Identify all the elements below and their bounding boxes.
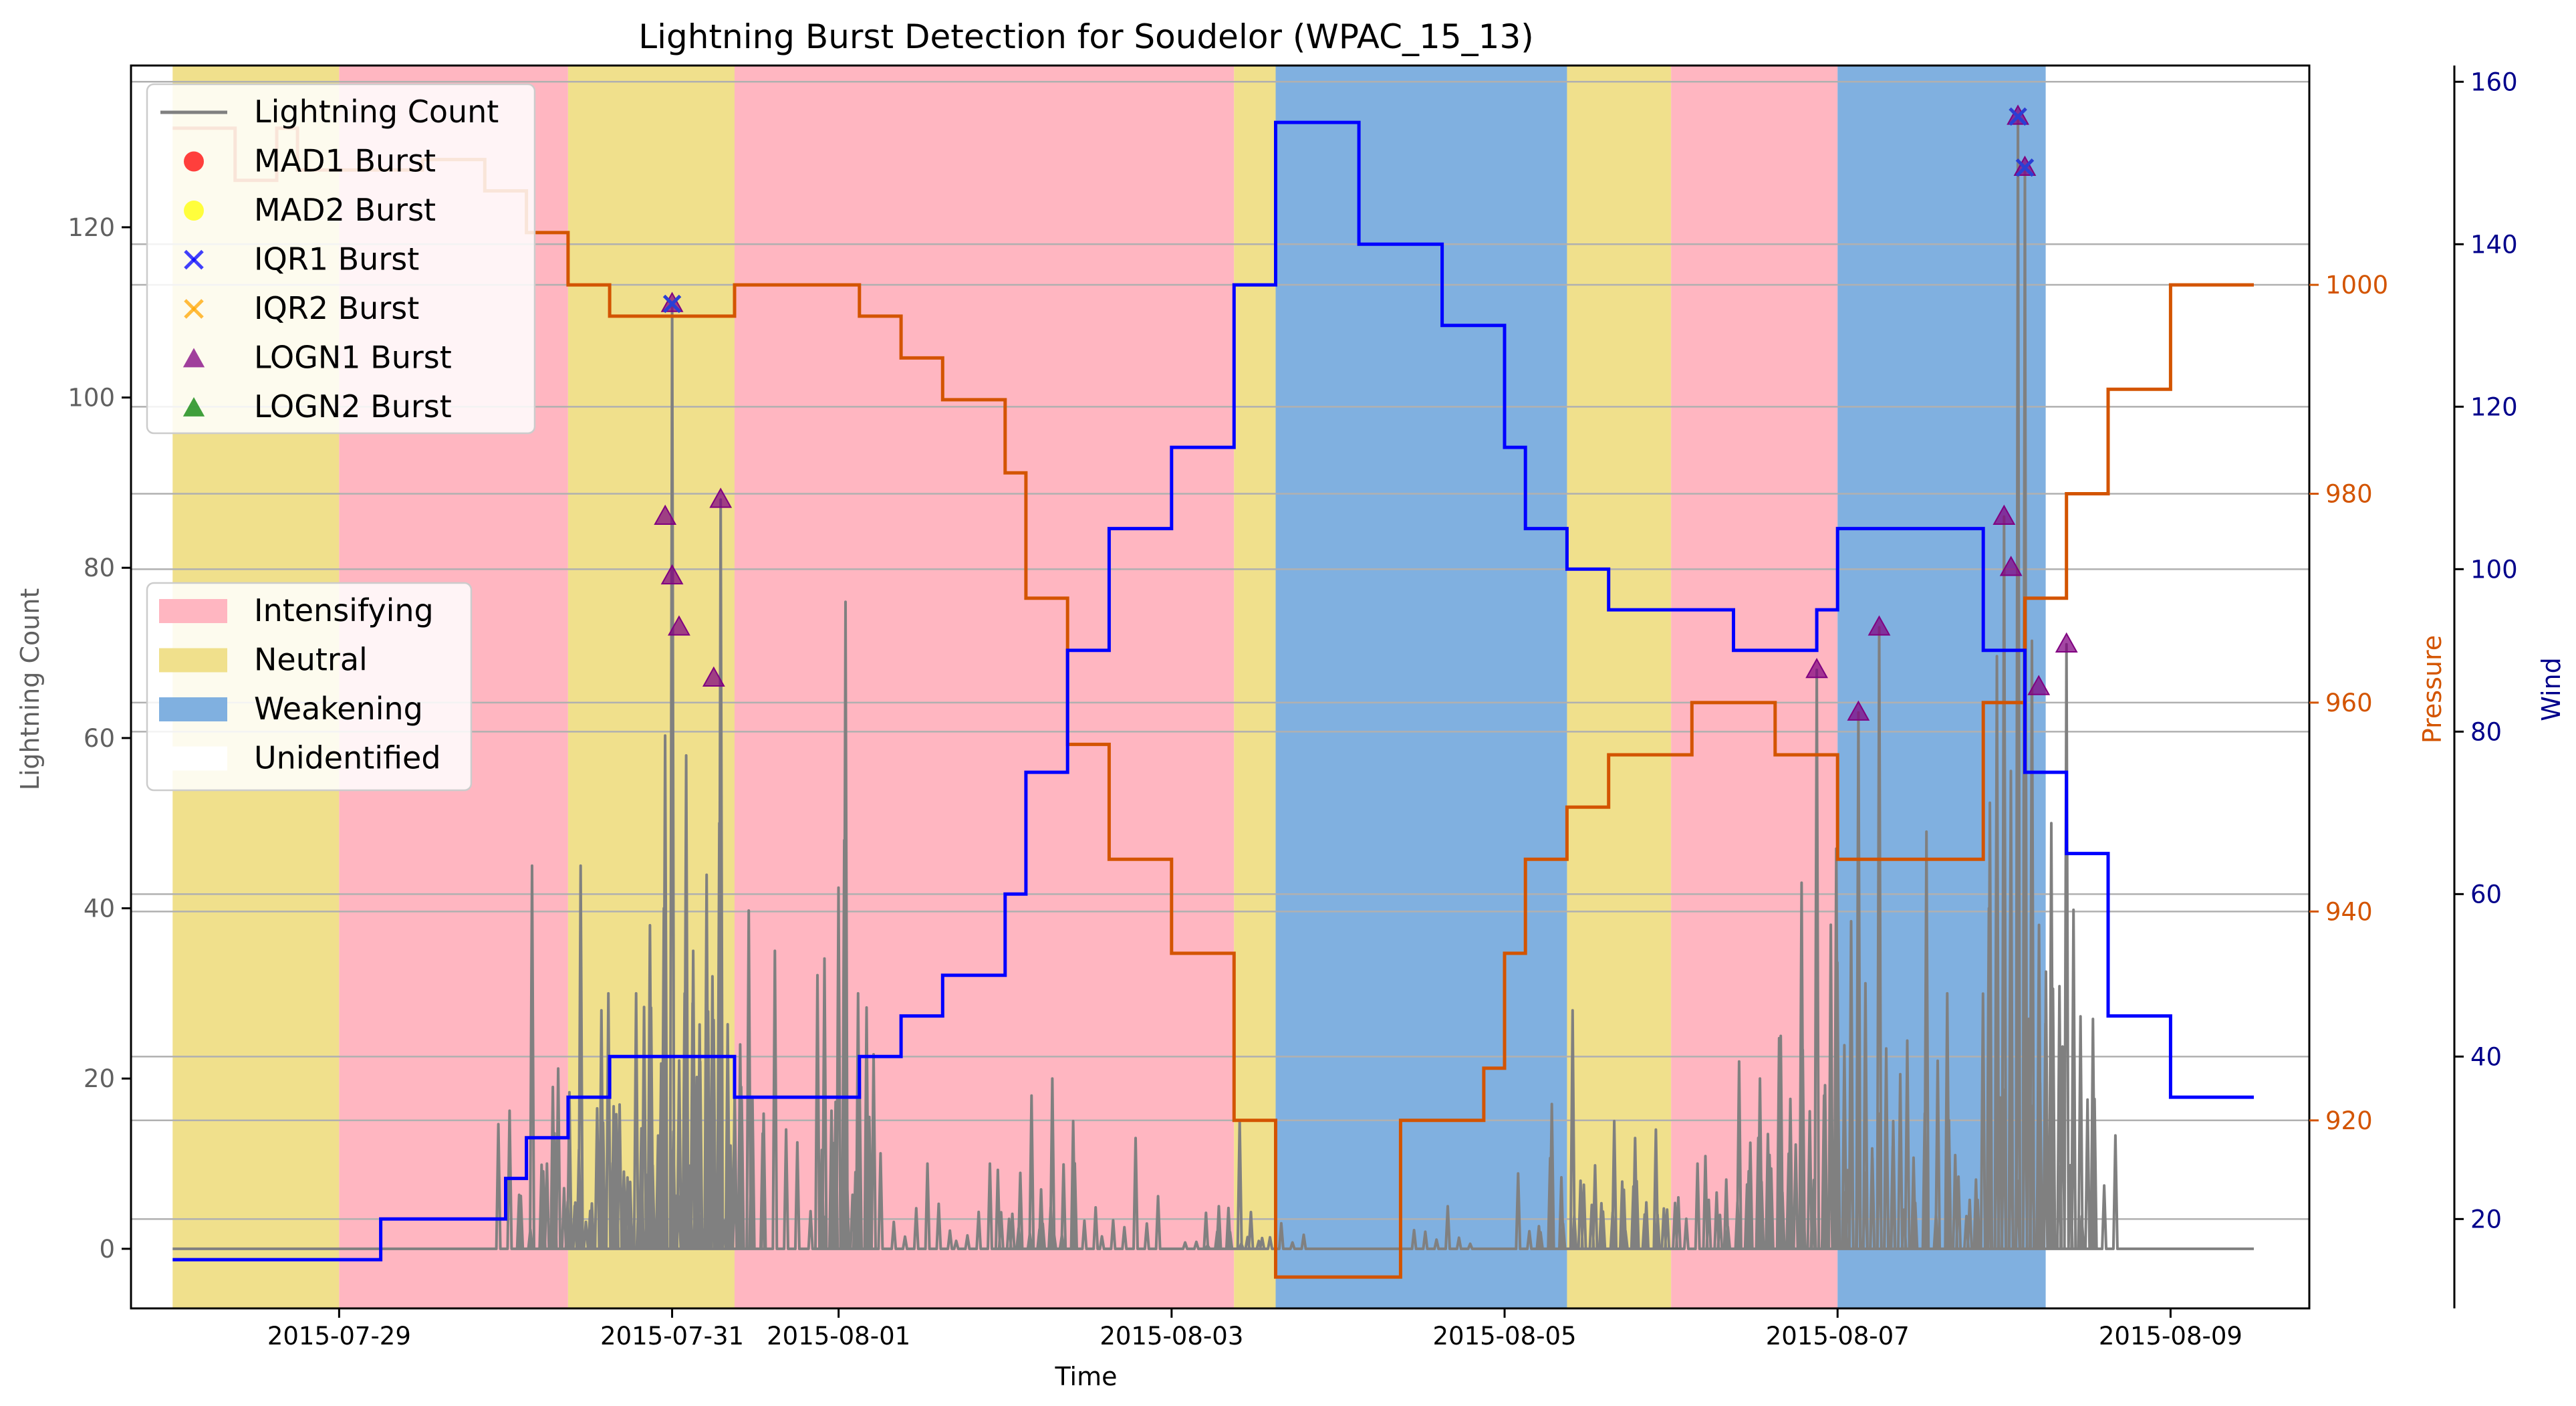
x-tick-label: 2015-08-01: [767, 1322, 910, 1351]
x-tick-label: 2015-08-09: [2099, 1322, 2242, 1351]
logn1-burst-marker: [2055, 632, 2078, 653]
phase-weakening: [1837, 66, 2046, 1308]
logn1-burst-marker: [1847, 700, 1870, 721]
legend-circle-swatch: [184, 201, 204, 221]
logn1-burst-marker: [2027, 675, 2051, 695]
logn1-burst-marker: [709, 487, 733, 508]
phase-legend-label: Weakening: [254, 691, 423, 727]
chart-title: Lightning Burst Detection for Soudelor (…: [638, 17, 1534, 56]
phase-legend-entry: Weakening: [159, 691, 423, 727]
logn1-burst-marker: [654, 504, 677, 525]
pressure-tick-label: 980: [2325, 479, 2373, 508]
phase-intensifying: [1671, 66, 1838, 1308]
y-tick-label: 0: [99, 1235, 115, 1264]
x-axis-label: Time: [1055, 1362, 1118, 1391]
y-tick-label: 80: [84, 554, 115, 582]
logn1-burst-marker: [660, 564, 684, 585]
legend-triangle-swatch: [182, 397, 205, 417]
phase-legend-swatch: [159, 697, 227, 721]
logn1-burst-marker: [1867, 615, 1891, 636]
pressure-axis-label: Pressure: [2418, 635, 2447, 743]
legend-x-swatch: [184, 299, 204, 319]
legends: Lightning Count MAD1 Burst MAD2 Burst IQR1 …: [146, 83, 536, 792]
logn1-burst-marker: [1805, 657, 1828, 679]
legend-entry: LOGN1 Burst: [182, 340, 452, 376]
wind-tick-label: 80: [2470, 717, 2502, 746]
phase-intensifying: [734, 66, 1235, 1308]
phase-legend-entry: Neutral: [159, 642, 368, 678]
phase-legend-swatch: [159, 599, 227, 623]
plot-frame: [130, 64, 2311, 1310]
y-tick-label: 60: [84, 724, 115, 753]
phase-legend-entry: Intensifying: [159, 592, 434, 628]
wind-tick-label: 60: [2470, 880, 2502, 909]
x-tick-label: 2015-08-07: [1766, 1322, 1910, 1351]
iqr1-burst-marker: [2015, 158, 2035, 177]
legend-label: IQR1 Burst: [254, 241, 419, 277]
pressure-tick-label: 960: [2325, 689, 2373, 717]
logn1-burst-marker: [1999, 556, 2023, 576]
x-tick-label: 2015-08-03: [1100, 1322, 1243, 1351]
legend-entry: LOGN2 Burst: [182, 388, 452, 425]
phase-legend-entry: Unidentified: [159, 740, 441, 776]
y-axis-label: Lightning Count: [15, 588, 45, 791]
legend-box-phase: [146, 582, 473, 792]
phase-legend-swatch: [159, 648, 227, 673]
legend-label: MAD1 Burst: [254, 143, 436, 179]
wind-axis-label: Wind: [2537, 657, 2566, 721]
iqr1-burst-marker: [2009, 107, 2027, 126]
legend-entry: IQR1 Burst: [184, 241, 419, 277]
y-tick-label: 40: [84, 895, 115, 923]
legend-label: IQR2 Burst: [254, 290, 419, 326]
phase-neutral: [1567, 66, 1672, 1308]
x-tick-label: 2015-08-05: [1433, 1322, 1577, 1351]
legend-entry: MAD1 Burst: [184, 143, 436, 179]
legend-triangle-swatch: [182, 348, 205, 368]
legend-entry: MAD2 Burst: [184, 192, 436, 228]
legend-box-top: [146, 83, 536, 435]
y-tick-label: 20: [84, 1064, 115, 1093]
wind-tick-label: 100: [2470, 555, 2518, 584]
legend-label: MAD2 Burst: [254, 192, 436, 228]
y-tick-label: 120: [68, 213, 115, 242]
phase-neutral: [1234, 66, 1276, 1308]
logn1-burst-marker: [668, 615, 690, 636]
legend-circle-swatch: [184, 151, 204, 172]
legend-entry: Lightning Count: [160, 94, 499, 130]
legend-label: Lightning Count: [254, 94, 499, 130]
iqr1-burst-marker: [662, 294, 682, 314]
legend-x-swatch: [184, 249, 204, 270]
wind-tick-label: 140: [2470, 230, 2518, 259]
x-tick-label: 2015-07-29: [267, 1322, 411, 1351]
wind-tick-label: 160: [2470, 68, 2518, 96]
wind-tick-label: 40: [2470, 1042, 2502, 1071]
x-tick-label: 2015-07-31: [600, 1322, 744, 1351]
iqr1-burst-stroke: [2015, 158, 2035, 177]
pressure-tick-label: 1000: [2325, 271, 2388, 300]
phase-legend-swatch: [159, 746, 227, 771]
phase-legend-label: Intensifying: [254, 592, 434, 628]
legend-entry: IQR2 Burst: [184, 290, 419, 326]
y-tick-label: 100: [68, 384, 115, 413]
phase-weakening: [1275, 66, 1567, 1308]
iqr1-burst-stroke: [2009, 107, 2027, 126]
legend-label: LOGN2 Burst: [254, 388, 452, 425]
wind-line: [172, 120, 2254, 1262]
burst-markers: [654, 104, 2078, 721]
legend-label: LOGN1 Burst: [254, 340, 452, 376]
phase-legend-label: Unidentified: [254, 740, 441, 776]
logn1-burst-marker: [1992, 504, 2016, 525]
wind-tick-label: 20: [2470, 1205, 2502, 1234]
logn1-burst-marker: [702, 666, 725, 687]
phase-legend-label: Neutral: [254, 642, 368, 678]
pressure-tick-label: 920: [2325, 1106, 2373, 1135]
axes: 2015-07-29 2015-07-31 2015-08-01 2015-08-03…: [68, 64, 2518, 1351]
pressure-tick-label: 940: [2325, 897, 2373, 926]
iqr1-burst-stroke: [662, 294, 682, 314]
wind-tick-label: 120: [2470, 392, 2518, 421]
